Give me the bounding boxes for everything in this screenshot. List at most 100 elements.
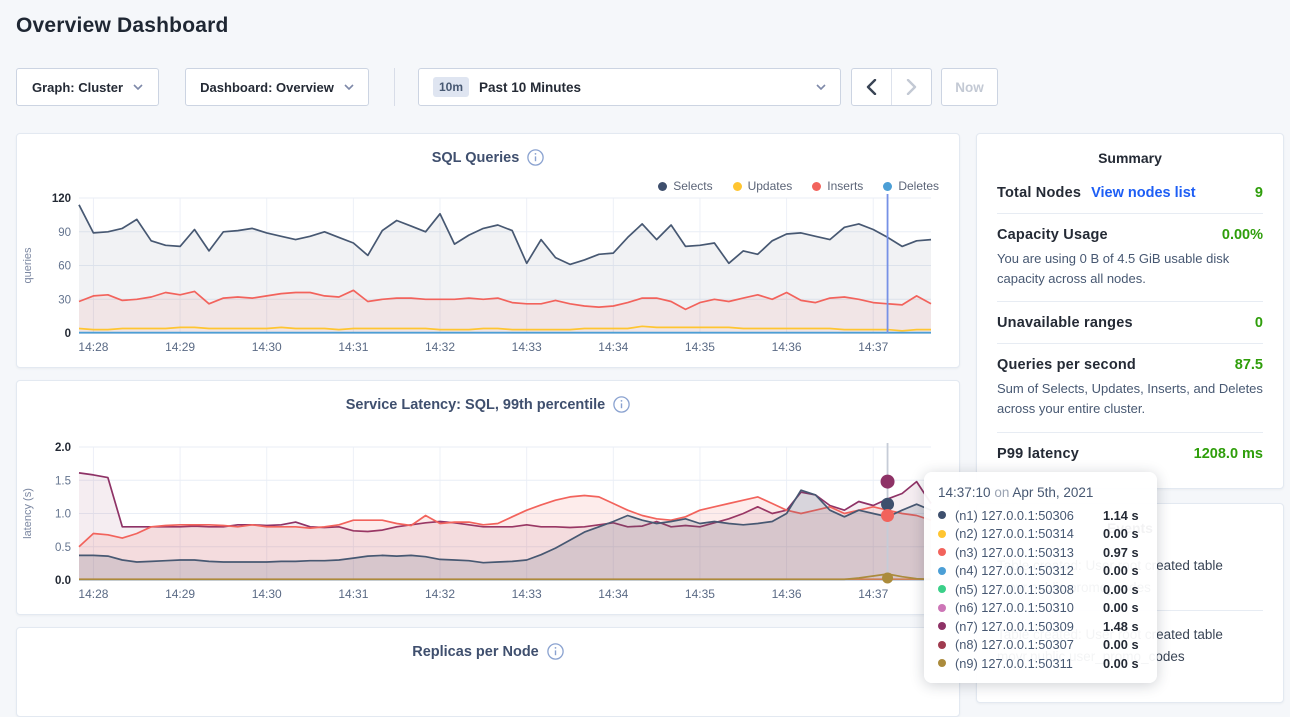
svg-text:queries: queries <box>22 247 34 284</box>
chart-hover-tooltip: 14:37:10 on Apr 5th, 2021 (n1) 127.0.0.1… <box>924 472 1157 683</box>
legend-dot <box>812 181 822 191</box>
tooltip-node-value: 0.97 s <box>1103 544 1139 560</box>
summary-value: 0 <box>1254 315 1263 332</box>
svg-text:14:37: 14:37 <box>858 340 888 354</box>
info-icon[interactable] <box>547 643 564 660</box>
tooltip-row: (n3) 127.0.0.1:50313 0.97 s <box>938 543 1143 562</box>
now-button[interactable]: Now <box>941 68 998 106</box>
tooltip-node-address: (n9) 127.0.0.1:50311 <box>955 655 1073 671</box>
chevron-down-icon <box>344 84 354 90</box>
svg-text:2.0: 2.0 <box>55 442 71 454</box>
svg-text:latency (s): latency (s) <box>22 488 34 539</box>
tooltip-node-address: (n5) 127.0.0.1:50308 <box>955 581 1074 597</box>
tooltip-node-value: 1.14 s <box>1103 507 1139 523</box>
node-color-dot <box>938 585 946 594</box>
summary-description: Sum of Selects, Updates, Inserts, and De… <box>997 381 1263 417</box>
chevron-down-icon <box>133 84 143 90</box>
svg-text:14:34: 14:34 <box>598 340 628 354</box>
summary-row-p99-latency: P99 latency 1208.0 ms <box>997 433 1263 474</box>
view-nodes-list-link[interactable]: View nodes list <box>1091 185 1196 201</box>
summary-label: P99 latency <box>997 445 1079 462</box>
svg-text:1.5: 1.5 <box>55 475 71 487</box>
legend-item[interactable]: Inserts <box>812 179 863 193</box>
summary-value: 0.00% <box>1221 227 1263 243</box>
tooltip-rows: (n1) 127.0.0.1:50306 1.14 s (n2) 127.0.0.1… <box>938 506 1143 673</box>
graph-dropdown-label: Graph: Cluster <box>31 79 123 95</box>
svg-text:14:34: 14:34 <box>598 587 628 601</box>
sql-queries-plot[interactable]: 14:28 14:29 14:30 14:31 14:32 14:33 14:34 14:35… <box>17 190 959 360</box>
tooltip-row: (n8) 127.0.0.1:50307 0.00 s <box>938 636 1143 655</box>
info-icon[interactable] <box>527 149 545 166</box>
tooltip-node-value: 0.00 s <box>1103 655 1139 671</box>
svg-text:30: 30 <box>58 294 71 306</box>
svg-text:1.0: 1.0 <box>55 509 71 521</box>
latency-chart-card: Service Latency: SQL, 99th percentile 14… <box>16 380 960 615</box>
svg-text:14:30: 14:30 <box>252 587 282 601</box>
tooltip-node-value: 0.00 s <box>1103 600 1139 616</box>
tooltip-node-address: (n3) 127.0.0.1:50313 <box>955 544 1074 560</box>
latency-chart-title: Service Latency: SQL, 99th percentile <box>345 396 606 413</box>
time-step-group <box>851 68 932 106</box>
summary-value: 9 <box>1254 185 1263 201</box>
svg-text:14:36: 14:36 <box>772 587 802 601</box>
svg-text:14:28: 14:28 <box>78 587 108 601</box>
time-step-forward-button[interactable] <box>891 69 931 105</box>
svg-text:14:31: 14:31 <box>338 340 368 354</box>
legend-label: Selects <box>673 179 713 193</box>
latency-plot[interactable]: 14:28 14:29 14:30 14:31 14:32 14:33 14:34 14:35… <box>17 437 959 607</box>
tooltip-node-address: (n6) 127.0.0.1:50310 <box>955 600 1074 616</box>
svg-text:14:30: 14:30 <box>252 340 282 354</box>
tooltip-row: (n4) 127.0.0.1:50312 0.00 s <box>938 562 1143 581</box>
legend-dot <box>732 181 742 191</box>
tooltip-node-value: 0.00 s <box>1103 563 1139 579</box>
summary-value: 1208.0 ms <box>1193 445 1263 462</box>
tooltip-node-value: 0.00 s <box>1103 581 1139 597</box>
svg-text:14:37: 14:37 <box>858 587 888 601</box>
summary-row-capacity: Capacity Usage 0.00% You are using 0 B o… <box>997 214 1263 303</box>
svg-text:0.5: 0.5 <box>55 542 71 554</box>
svg-text:14:33: 14:33 <box>512 587 542 601</box>
legend-item[interactable]: Selects <box>658 179 713 193</box>
node-color-dot <box>938 659 946 668</box>
replicas-chart-title: Replicas per Node <box>412 643 539 660</box>
svg-text:14:32: 14:32 <box>425 587 455 601</box>
tooltip-node-address: (n1) 127.0.0.1:50306 <box>955 507 1074 523</box>
legend-dot <box>883 181 893 191</box>
chevron-down-icon <box>816 84 826 90</box>
summary-panel-title: Summary <box>1098 150 1162 166</box>
node-color-dot <box>938 529 946 538</box>
svg-text:14:35: 14:35 <box>685 340 715 354</box>
node-color-dot <box>938 640 946 649</box>
svg-text:14:29: 14:29 <box>165 340 195 354</box>
graph-dropdown[interactable]: Graph: Cluster <box>16 68 159 106</box>
tooltip-row: (n9) 127.0.0.1:50311 0.00 s <box>938 654 1143 673</box>
chevron-left-icon <box>866 79 877 95</box>
tooltip-node-address: (n8) 127.0.0.1:50307 <box>955 637 1074 653</box>
time-step-back-button[interactable] <box>852 69 891 105</box>
legend-label: Inserts <box>827 179 864 193</box>
time-range-dropdown[interactable]: 10m Past 10 Minutes <box>418 68 841 106</box>
legend-item[interactable]: Updates <box>732 179 792 193</box>
svg-text:14:33: 14:33 <box>512 340 542 354</box>
svg-text:0.0: 0.0 <box>55 575 71 587</box>
tooltip-row: (n2) 127.0.0.1:50314 0.00 s <box>938 525 1143 544</box>
summary-panel: Summary Total Nodes View nodes list 9 Ca… <box>976 133 1284 489</box>
summary-value: 87.5 <box>1234 357 1263 374</box>
toolbar-divider <box>394 68 395 106</box>
node-color-dot <box>938 603 946 612</box>
node-color-dot <box>938 548 946 557</box>
info-icon[interactable] <box>613 396 630 413</box>
summary-row-qps: Queries per second 87.5 Sum of Selects, … <box>997 344 1263 433</box>
chevron-right-icon <box>906 79 917 95</box>
tooltip-row: (n1) 127.0.0.1:50306 1.14 s <box>938 506 1143 525</box>
legend-item[interactable]: Deletes <box>883 179 939 193</box>
tooltip-node-address: (n4) 127.0.0.1:50312 <box>955 563 1074 579</box>
svg-text:0: 0 <box>65 328 71 340</box>
svg-text:60: 60 <box>58 261 71 273</box>
legend-label: Deletes <box>898 179 939 193</box>
replicas-chart-card: Replicas per Node <box>16 627 960 717</box>
tooltip-node-address: (n7) 127.0.0.1:50309 <box>955 618 1074 634</box>
summary-label: Capacity Usage <box>997 227 1108 243</box>
svg-text:14:29: 14:29 <box>165 587 195 601</box>
dashboard-dropdown[interactable]: Dashboard: Overview <box>185 68 369 106</box>
